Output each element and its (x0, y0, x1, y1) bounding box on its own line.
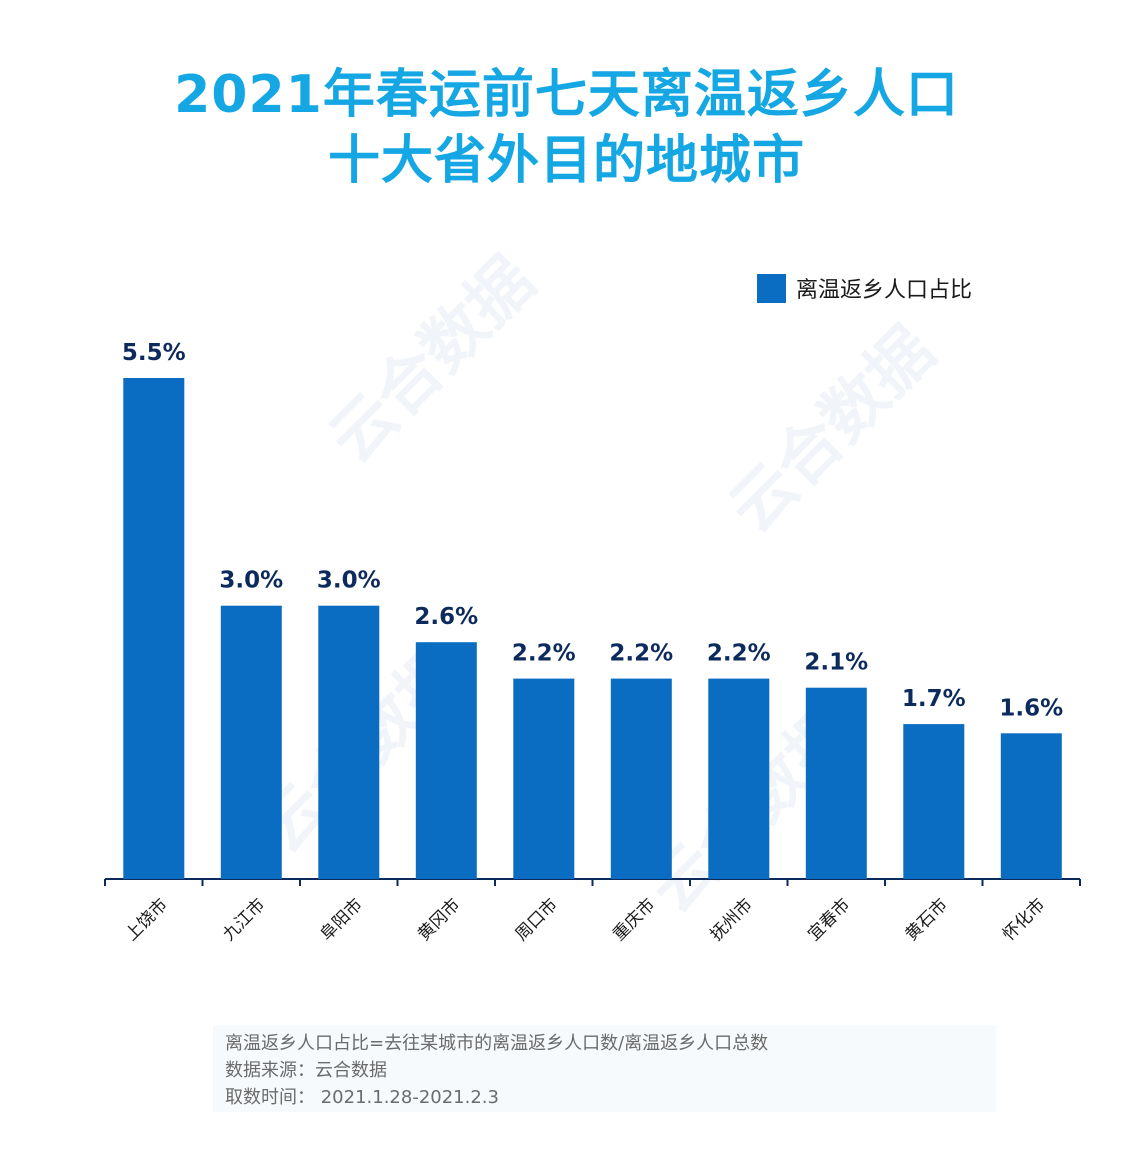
bar-9 (903, 724, 965, 879)
x-tick-label-3: 阜阳市 (317, 895, 367, 945)
x-tick-label-5: 周口市 (512, 895, 562, 945)
data-label-3: 3.0% (317, 568, 381, 594)
data-label-7: 2.2% (707, 641, 771, 667)
x-tick-label-2: 九江市 (219, 895, 269, 945)
data-label-8: 2.1% (804, 650, 868, 676)
x-tick-label-8: 宜春市 (804, 895, 854, 945)
chart-title-line-2: 十大省外目的地城市 (327, 131, 805, 191)
x-tick-label-9: 黄石市 (902, 895, 952, 945)
x-tick-label-10: 怀化市 (999, 895, 1049, 945)
footnote-definition: 离温返乡人口占比=去往某城市的离温返乡人口数/离温返乡人口总数 (225, 1033, 769, 1054)
data-label-4: 2.6% (414, 604, 478, 630)
x-tick-label-4: 黄冈市 (414, 895, 464, 945)
bar-1 (123, 378, 185, 879)
x-tick-label-6: 重庆市 (609, 895, 659, 945)
data-label-6: 2.2% (609, 641, 673, 667)
bar-4 (415, 642, 477, 879)
bar-10 (1000, 733, 1062, 879)
bar-7 (708, 678, 770, 879)
footnote-box: 离温返乡人口占比=去往某城市的离温返乡人口数/离温返乡人口总数 数据来源：云合数… (213, 1025, 996, 1112)
chart-title-line-1: 2021年春运前七天离温返乡人口 (174, 65, 959, 125)
bar-6 (610, 678, 672, 879)
chart-legend: 离温返乡人口占比 (757, 272, 972, 304)
bar-chart: 5.5% 上饶市 3.0% 九江市 3.0% 阜阳市 2.6% 黄冈市 2.2% 周口市 2.2% 重… (104, 340, 1081, 945)
legend-label: 离温返乡人口占比 (796, 278, 973, 303)
data-label-1: 5.5% (122, 340, 186, 366)
bar-3 (318, 605, 380, 879)
footnote-source: 数据来源：云合数据 (225, 1060, 387, 1081)
x-tick-label-7: 抚州市 (707, 895, 757, 945)
data-label-9: 1.7% (902, 686, 966, 712)
legend-swatch (757, 273, 786, 303)
footnote-date-range: 取数时间： 2021.1.28-2021.2.3 (225, 1087, 499, 1108)
bar-8 (805, 687, 867, 879)
bar-5 (513, 678, 575, 879)
bar-2 (220, 605, 282, 879)
data-label-5: 2.2% (512, 641, 576, 667)
data-label-10: 1.6% (999, 695, 1063, 721)
data-label-2: 3.0% (219, 568, 283, 594)
x-tick-label-1: 上饶市 (122, 895, 172, 945)
